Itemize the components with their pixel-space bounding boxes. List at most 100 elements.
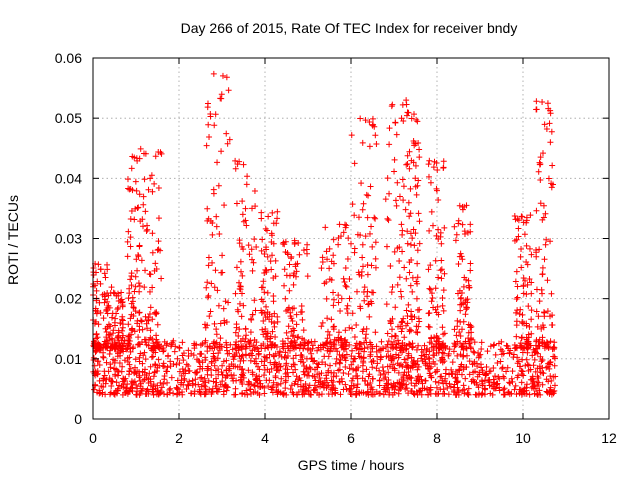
data-point xyxy=(408,374,415,381)
data-point xyxy=(147,363,154,370)
data-point xyxy=(267,338,274,345)
data-point xyxy=(139,326,146,333)
data-point xyxy=(304,372,311,379)
data-point xyxy=(366,143,373,150)
data-point xyxy=(433,232,440,239)
data-point xyxy=(385,348,392,355)
data-point xyxy=(523,259,530,266)
data-point xyxy=(521,345,528,352)
data-point xyxy=(144,222,151,229)
data-point xyxy=(325,382,332,389)
data-point xyxy=(118,296,125,303)
data-point xyxy=(288,328,295,335)
data-point xyxy=(239,272,246,279)
data-point xyxy=(106,375,113,382)
data-point xyxy=(274,363,281,370)
data-point xyxy=(323,295,330,302)
data-point xyxy=(90,271,97,278)
data-point xyxy=(290,361,297,368)
data-point xyxy=(492,351,499,358)
data-point xyxy=(393,351,400,358)
data-point xyxy=(446,346,453,353)
data-point xyxy=(101,270,108,277)
data-point xyxy=(243,332,250,339)
data-point xyxy=(335,299,342,306)
data-point xyxy=(92,369,99,376)
data-point xyxy=(426,355,433,362)
data-point xyxy=(407,282,414,289)
data-point xyxy=(478,345,485,352)
data-point xyxy=(185,347,192,354)
data-point xyxy=(119,317,126,324)
data-point xyxy=(340,229,347,236)
data-point xyxy=(223,344,230,351)
data-point xyxy=(150,383,157,390)
data-point xyxy=(210,353,217,360)
data-point xyxy=(219,378,226,385)
data-point xyxy=(136,309,143,316)
data-point xyxy=(249,267,256,274)
data-point xyxy=(360,355,367,362)
data-point xyxy=(197,342,204,349)
data-point xyxy=(209,259,216,266)
data-point xyxy=(261,366,268,373)
data-point xyxy=(425,310,432,317)
x-tick-label: 2 xyxy=(175,430,183,446)
data-point xyxy=(433,384,440,391)
data-point xyxy=(132,308,139,315)
data-point xyxy=(358,180,365,187)
data-point xyxy=(152,362,159,369)
data-point xyxy=(140,193,147,200)
data-point xyxy=(547,338,554,345)
data-point xyxy=(111,359,118,366)
data-point xyxy=(124,176,131,183)
data-point xyxy=(235,333,242,340)
data-point xyxy=(548,377,555,384)
data-point xyxy=(263,303,270,310)
data-point xyxy=(409,274,416,281)
data-point xyxy=(516,363,523,370)
data-point xyxy=(232,165,239,172)
data-point xyxy=(311,373,318,380)
data-point xyxy=(109,310,116,317)
data-point xyxy=(308,355,315,362)
data-point xyxy=(232,345,239,352)
data-point xyxy=(392,332,399,339)
data-point xyxy=(128,326,135,333)
data-point xyxy=(148,172,155,179)
data-point xyxy=(394,379,401,386)
data-point xyxy=(428,335,435,342)
data-point xyxy=(146,311,153,318)
data-point xyxy=(408,380,415,387)
data-point xyxy=(219,72,226,79)
data-point xyxy=(354,288,361,295)
data-point xyxy=(274,388,281,395)
data-point xyxy=(347,388,354,395)
data-point xyxy=(236,279,243,286)
data-point xyxy=(133,155,140,162)
data-point xyxy=(268,365,275,372)
data-point xyxy=(362,335,369,342)
data-point xyxy=(471,339,478,346)
data-point xyxy=(208,280,215,287)
data-point xyxy=(152,345,159,352)
axis-ticks xyxy=(92,57,610,420)
data-point xyxy=(214,287,221,294)
data-point xyxy=(519,356,526,363)
data-point xyxy=(177,381,184,388)
data-point xyxy=(261,289,268,296)
data-point xyxy=(90,354,97,361)
data-point xyxy=(321,377,328,384)
data-point xyxy=(111,290,118,297)
data-point xyxy=(213,379,220,386)
data-point xyxy=(536,342,543,349)
data-point xyxy=(537,177,544,184)
data-point xyxy=(466,340,473,347)
data-point xyxy=(412,162,419,169)
data-point xyxy=(171,348,178,355)
data-point xyxy=(127,243,134,250)
data-point xyxy=(234,364,241,371)
data-point xyxy=(304,340,311,347)
data-point xyxy=(251,188,258,195)
data-point xyxy=(425,366,432,373)
